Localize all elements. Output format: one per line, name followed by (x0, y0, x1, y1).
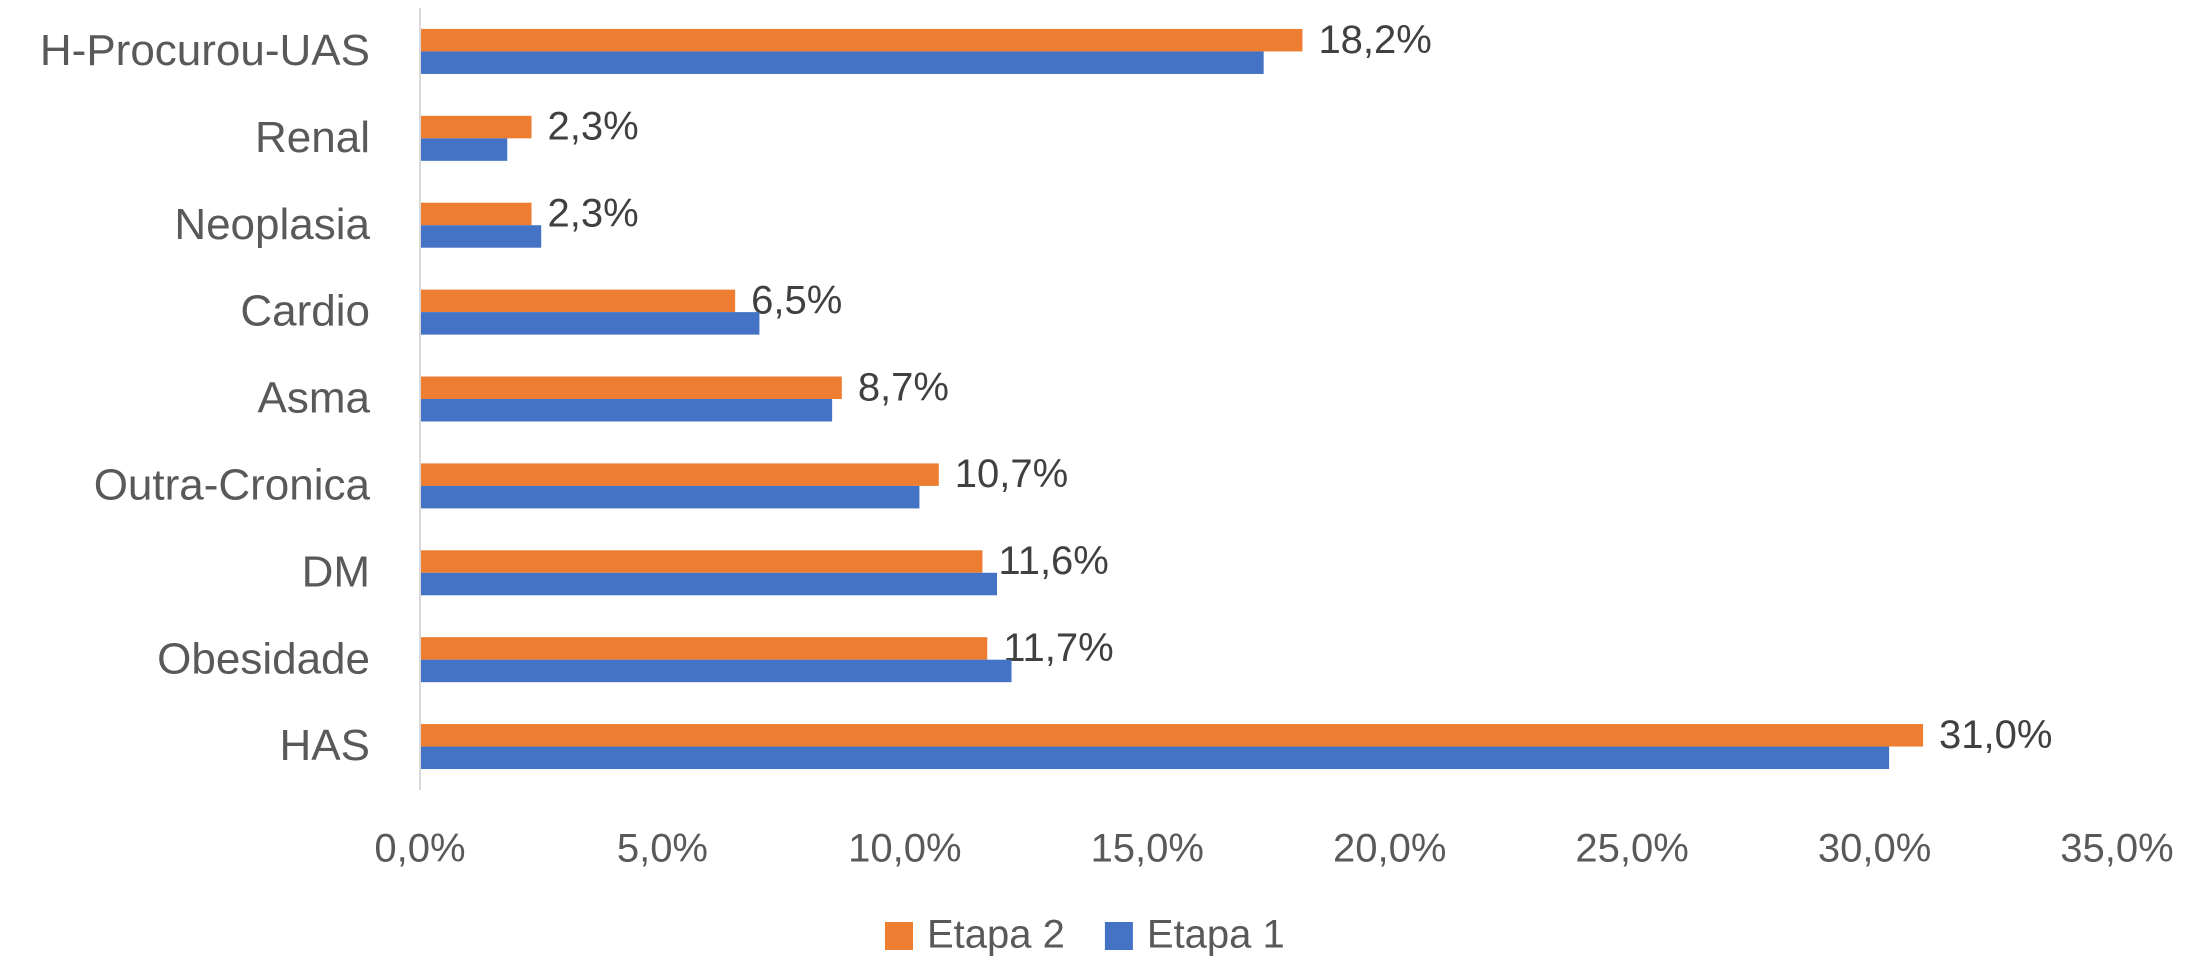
bar (420, 312, 760, 335)
data-label: 18,2% (1318, 18, 1431, 62)
bar (420, 659, 1012, 683)
data-label: 10,7% (955, 452, 1068, 496)
bar (420, 637, 988, 660)
bar (420, 399, 833, 422)
category-label: Neoplasia (174, 200, 370, 249)
x-tick-label: 20,0% (1333, 827, 1446, 871)
bar (420, 572, 997, 596)
legend-label: Etapa 2 (927, 913, 1065, 957)
bar (420, 376, 842, 399)
category-label: Asma (258, 374, 371, 423)
category-label: Outra-Cronica (94, 461, 371, 510)
data-label: 2,3% (548, 105, 639, 149)
bar (420, 138, 508, 161)
bar (420, 202, 532, 226)
bar (420, 28, 1303, 52)
bar (420, 51, 1264, 74)
bar (420, 225, 542, 248)
x-tick-label: 10,0% (848, 827, 961, 871)
data-label: 6,5% (751, 278, 842, 322)
legend-swatch (885, 922, 913, 950)
data-label: 8,7% (858, 365, 949, 409)
x-tick-label: 25,0% (1575, 827, 1688, 871)
bar (420, 724, 1924, 747)
category-label: Cardio (240, 287, 370, 336)
x-tick-label: 35,0% (2060, 827, 2173, 871)
bar (420, 463, 939, 486)
category-label: HAS (280, 721, 370, 770)
bar (420, 550, 983, 573)
data-label: 31,0% (1939, 713, 2052, 757)
x-tick-label: 0,0% (374, 827, 465, 871)
x-tick-label: 15,0% (1091, 827, 1204, 871)
data-label: 2,3% (548, 192, 639, 236)
legend-swatch (1104, 922, 1133, 950)
bar (420, 289, 736, 313)
category-label: DM (302, 547, 370, 596)
data-label: 11,6% (998, 539, 1108, 583)
bar (420, 746, 1890, 770)
category-label: Obesidade (157, 634, 370, 683)
legend-label: Etapa 1 (1147, 913, 1285, 957)
data-label: 11,7% (1003, 626, 1113, 670)
bar (420, 115, 532, 139)
x-tick-label: 30,0% (1818, 827, 1931, 871)
category-label: H-Procurou-UAS (40, 26, 370, 75)
x-tick-label: 5,0% (617, 827, 708, 871)
bar (420, 485, 920, 509)
category-label: Renal (255, 113, 370, 162)
